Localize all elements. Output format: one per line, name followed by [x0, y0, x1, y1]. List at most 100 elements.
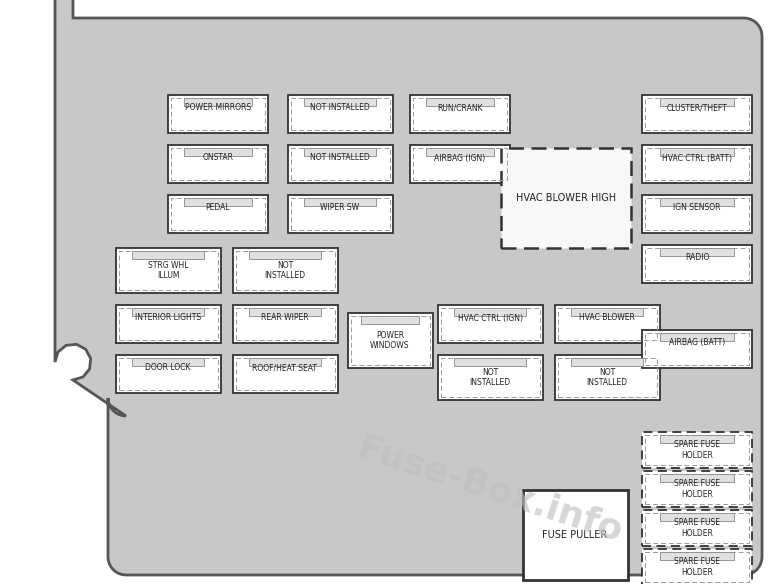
Bar [642, 145, 752, 183]
Bar [290, 198, 389, 230]
Bar [287, 145, 392, 183]
Bar [645, 333, 749, 365]
Bar [233, 355, 337, 393]
Text: NOT
INSTALLED: NOT INSTALLED [264, 261, 306, 280]
Text: HVAC BLOWER: HVAC BLOWER [579, 314, 635, 322]
Bar [554, 305, 660, 343]
Bar [118, 251, 217, 290]
Text: INTERIOR LIGHTS: INTERIOR LIGHTS [135, 314, 201, 322]
Bar [642, 471, 752, 507]
Text: AIRBAG (IGN): AIRBAG (IGN) [435, 154, 485, 162]
Bar [304, 198, 376, 206]
Text: HVAC CTRL (BATT): HVAC CTRL (BATT) [662, 154, 732, 162]
Bar [290, 98, 389, 130]
Bar [290, 148, 389, 180]
Bar [642, 195, 752, 233]
Bar [642, 549, 752, 584]
Bar [361, 316, 419, 324]
Bar [441, 308, 539, 340]
Bar [571, 308, 643, 316]
Text: NOT INSTALLED: NOT INSTALLED [310, 154, 370, 162]
Text: RUN/CRANK: RUN/CRANK [437, 103, 483, 113]
Bar [168, 195, 268, 233]
Bar [236, 251, 335, 290]
Bar [132, 358, 204, 366]
Text: CLUSTER/THEFT: CLUSTER/THEFT [667, 103, 727, 113]
Bar [287, 195, 392, 233]
Bar [660, 513, 734, 521]
Bar [645, 474, 749, 504]
Bar [115, 248, 220, 293]
Text: ROOF/HEAT SEAT: ROOF/HEAT SEAT [253, 363, 317, 373]
Bar [642, 432, 752, 468]
Bar [645, 98, 749, 130]
Bar [645, 513, 749, 543]
Bar [350, 316, 429, 365]
Text: NOT
INSTALLED: NOT INSTALLED [587, 368, 627, 387]
Bar [660, 552, 734, 560]
Bar [304, 98, 376, 106]
Bar [171, 148, 265, 180]
Bar [645, 198, 749, 230]
Bar [554, 355, 660, 400]
Bar [660, 333, 734, 341]
Bar [304, 148, 376, 156]
Text: SPARE FUSE
HOLDER: SPARE FUSE HOLDER [674, 557, 720, 577]
Bar [250, 251, 321, 259]
Bar [645, 248, 749, 280]
Bar [660, 474, 734, 482]
Bar [642, 95, 752, 133]
Bar [660, 198, 734, 206]
Bar [287, 95, 392, 133]
Bar [426, 98, 494, 106]
Bar [438, 355, 542, 400]
Bar [645, 435, 749, 465]
Bar [115, 305, 220, 343]
Text: REAR WIPER: REAR WIPER [261, 314, 309, 322]
Bar [118, 358, 217, 390]
Text: POWER MIRRORS: POWER MIRRORS [185, 103, 251, 113]
Text: SPARE FUSE
HOLDER: SPARE FUSE HOLDER [674, 479, 720, 499]
Bar [571, 358, 643, 366]
Bar [660, 248, 734, 256]
Text: PEDAL: PEDAL [206, 203, 230, 213]
Bar [132, 308, 204, 316]
Bar [118, 308, 217, 340]
Bar [184, 198, 252, 206]
Bar [501, 148, 631, 248]
Text: STRG WHL
ILLUM: STRG WHL ILLUM [147, 261, 188, 280]
Text: FUSE PULLER: FUSE PULLER [542, 530, 607, 540]
Text: NOT
INSTALLED: NOT INSTALLED [469, 368, 511, 387]
Bar [455, 358, 526, 366]
Bar [413, 98, 507, 130]
Bar [660, 98, 734, 106]
Text: NOT INSTALLED: NOT INSTALLED [310, 103, 370, 113]
Bar [558, 358, 657, 397]
PathPatch shape [55, 0, 762, 575]
Bar [184, 148, 252, 156]
Text: HVAC CTRL (IGN): HVAC CTRL (IGN) [458, 314, 522, 322]
Bar [660, 435, 734, 443]
Bar [115, 355, 220, 393]
Text: SPARE FUSE
HOLDER: SPARE FUSE HOLDER [674, 440, 720, 460]
Bar [168, 95, 268, 133]
Bar [642, 510, 752, 546]
Bar [250, 308, 321, 316]
Bar [250, 358, 321, 366]
Text: HVAC BLOWER HIGH: HVAC BLOWER HIGH [516, 193, 616, 203]
Text: DOOR LOCK: DOOR LOCK [145, 363, 190, 373]
Bar [642, 245, 752, 283]
Text: AIRBAG (BATT): AIRBAG (BATT) [669, 339, 725, 347]
Bar [558, 308, 657, 340]
Bar [236, 308, 335, 340]
Bar [410, 145, 510, 183]
Text: RADIO: RADIO [685, 253, 709, 262]
Text: POWER
WINDOWS: POWER WINDOWS [370, 331, 410, 350]
Bar [660, 148, 734, 156]
Text: IGN SENSOR: IGN SENSOR [674, 203, 720, 213]
Bar [168, 145, 268, 183]
Bar [426, 148, 494, 156]
Bar [522, 490, 627, 580]
Bar [171, 198, 265, 230]
Bar [236, 358, 335, 390]
